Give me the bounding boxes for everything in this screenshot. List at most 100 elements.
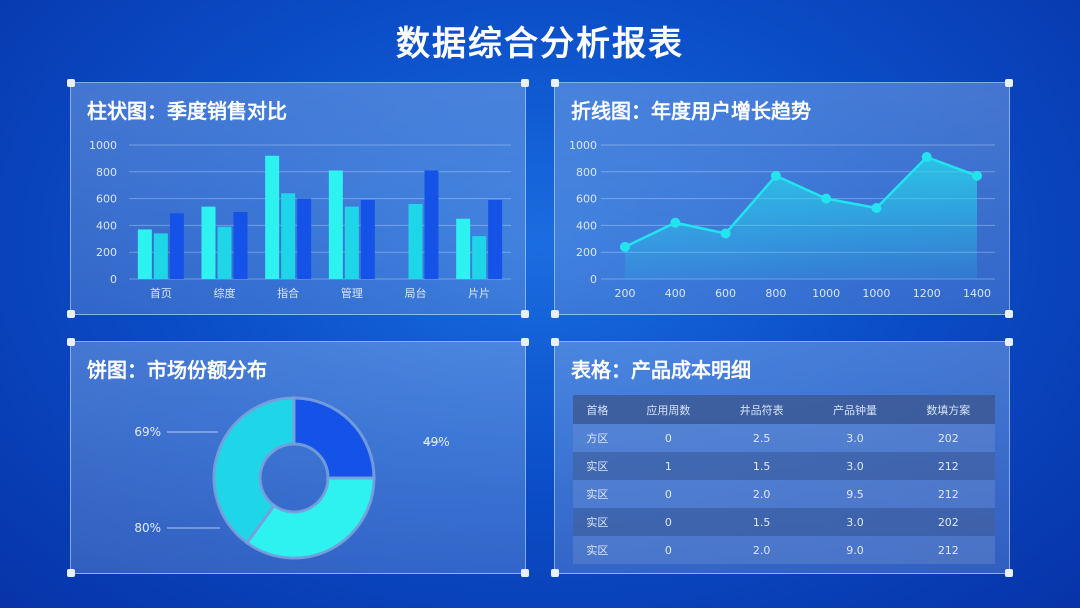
data-point [821, 193, 832, 204]
bar [265, 155, 280, 279]
data-point [620, 241, 630, 252]
table-cell: 3.0 [808, 508, 902, 536]
table-cell: 3.0 [808, 424, 902, 452]
bar [424, 170, 439, 279]
table-cell: 实区 [573, 452, 622, 480]
x-tick-label: 400 [665, 287, 686, 300]
table-cell: 2.5 [715, 424, 809, 452]
x-tick-label: 指合 [277, 286, 299, 300]
table-cell: 212 [901, 480, 995, 508]
table-cell: 212 [901, 452, 995, 480]
bar [408, 203, 423, 279]
table-row: 实区 0 1.5 3.0 202 [573, 508, 995, 536]
table-cell: 2.0 [715, 536, 809, 564]
table-cell: 1.5 [715, 452, 809, 480]
table-cell: 202 [901, 424, 995, 452]
table-cell: 0 [621, 424, 715, 452]
y-tick-label: 200 [96, 246, 117, 259]
y-tick-label: 1000 [569, 139, 597, 152]
bar-chart-title: 柱状图：季度销售对比 [87, 99, 287, 123]
data-point [670, 217, 681, 228]
data-point [770, 170, 781, 181]
slice-label: 69% [134, 425, 161, 439]
bar [233, 212, 248, 279]
table-row: 实区 0 2.0 9.5 212 [573, 480, 995, 508]
table-header-cell: 产品钟量 [808, 395, 902, 424]
table-cell: 3.0 [808, 452, 902, 480]
table-cell: 实区 [573, 508, 622, 536]
line-chart: 0 200 400 600 800 1000 200 400 600 800 1000 1000 120… [569, 139, 995, 300]
bar [169, 213, 184, 279]
bar [360, 199, 375, 279]
y-tick-label: 600 [96, 193, 117, 206]
bar [281, 193, 296, 279]
bar [456, 218, 471, 279]
x-tick-label: 1200 [913, 287, 941, 300]
series-line [624, 155, 978, 248]
donut-slice [292, 396, 376, 480]
table-cell: 方区 [573, 424, 622, 452]
y-tick-label: 800 [96, 166, 117, 179]
y-tick-label: 400 [576, 219, 597, 232]
x-tick-label: 片片 [468, 287, 490, 300]
table-cell: 9.5 [808, 480, 902, 508]
slice-label: 80% [134, 521, 161, 535]
y-tick-label: 600 [576, 193, 597, 206]
bar-chart: 0 200 400 600 800 1000 首页 综度 指合 管理 局台 片片 [89, 139, 511, 300]
x-tick-label: 局台 [405, 286, 427, 300]
pie-chart-panel: 饼图：市场份额分布 69% 49% 80% [67, 338, 529, 577]
table-cell: 0 [621, 480, 715, 508]
donut-slice [244, 476, 376, 560]
table-cell: 0 [621, 508, 715, 536]
table-cell: 1.5 [715, 508, 809, 536]
bar [488, 199, 503, 279]
page-title: 数据综合分析报表 [396, 24, 684, 64]
table-panel: 表格：产品成本明细 首格 应用周数 井品符表 产品钟量 数填方案 方区 0 2.5 3.0 20… [551, 338, 1013, 577]
donut-slice [212, 396, 296, 545]
pie-chart-title: 饼图：市场份额分布 [87, 358, 267, 382]
x-tick-label: 综度 [214, 286, 236, 300]
table-cell: 202 [901, 508, 995, 536]
table-header-cell: 数填方案 [901, 395, 995, 424]
x-tick-label: 800 [765, 287, 786, 300]
slice-label: 49% [423, 435, 450, 449]
table-cell: 9.0 [808, 536, 902, 564]
cost-table: 首格 应用周数 井品符表 产品钟量 数填方案 方区 0 2.5 3.0 202 实区 1 1.5 3.0… [573, 395, 995, 564]
line-chart-title: 折线图：年度用户增长趋势 [571, 99, 811, 123]
table-header-cell: 首格 [573, 395, 622, 424]
table-row: 实区 0 2.0 9.0 212 [573, 536, 995, 564]
data-point [972, 170, 982, 181]
x-tick-label: 1400 [963, 287, 991, 300]
donut-chart: 69% 49% 80% [134, 396, 450, 560]
table-header-cell: 应用周数 [621, 395, 715, 424]
table-row: 实区 1 1.5 3.0 212 [573, 452, 995, 480]
y-tick-label: 400 [96, 219, 117, 232]
y-tick-label: 800 [576, 166, 597, 179]
data-point [871, 202, 882, 213]
bar [344, 206, 359, 279]
bar [217, 226, 232, 279]
x-tick-label: 600 [715, 287, 736, 300]
table-cell: 实区 [573, 480, 622, 508]
bar-chart-panel: 柱状图：季度销售对比 0 200 400 600 800 1000 首页 综度 指合 管理 局台 片片 [67, 79, 529, 318]
bar [153, 233, 168, 279]
x-tick-label: 1000 [812, 287, 840, 300]
table-row: 方区 0 2.5 3.0 202 [573, 424, 995, 452]
line-area [625, 157, 977, 279]
table-cell: 2.0 [715, 480, 809, 508]
bar [472, 236, 487, 279]
bar [201, 206, 216, 279]
table-cell: 1 [621, 452, 715, 480]
x-tick-label: 管理 [341, 286, 363, 300]
line-chart-panel: 折线图：年度用户增长趋势 0 200 400 600 800 1000 200 400 600 8… [551, 79, 1013, 318]
x-tick-label: 1000 [862, 287, 890, 300]
bar [328, 170, 343, 279]
table-cell: 212 [901, 536, 995, 564]
x-tick-label: 首页 [150, 286, 172, 300]
table-header-cell: 井品符表 [715, 395, 809, 424]
y-tick-label: 200 [576, 246, 597, 259]
y-tick-label: 0 [590, 273, 597, 286]
y-tick-label: 0 [110, 273, 117, 286]
table-title: 表格：产品成本明细 [571, 358, 751, 382]
bar [297, 198, 312, 279]
